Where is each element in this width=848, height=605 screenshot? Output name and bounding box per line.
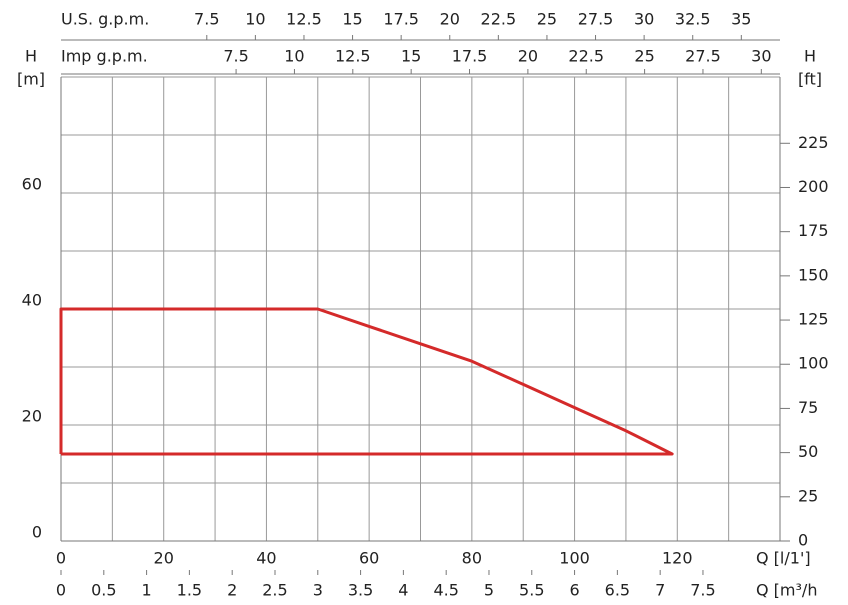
x-tick-label: 30 [634,10,654,29]
x-tick-label: 7.5 [194,10,219,29]
x-tick-label: 7 [655,581,665,600]
x-tick-label: 60 [359,549,379,568]
x-tick-label: 4.5 [433,581,458,600]
x-tick-label: 27.5 [578,10,614,29]
y2-axis-unit: [ft] [798,70,822,89]
y2-tick-label: 150 [798,265,829,284]
x-axis-label: Q [m³/h [756,581,817,600]
y-axis-unit: [m] [17,70,45,89]
x-axis-label: Imp g.p.m. [61,47,148,66]
x-tick-label: 10 [245,10,265,29]
x-tick-label: 5.5 [519,581,544,600]
x-axis-label: Q [l/1'] [756,549,811,568]
x-tick-label: 32.5 [675,10,711,29]
x-tick-label: 7.5 [223,47,248,66]
y2-tick-label: 50 [798,442,818,461]
y2-tick-label: 175 [798,221,829,240]
x-tick-label: 20 [154,549,174,568]
x-tick-label: 12.5 [286,10,322,29]
performance-curve [59,307,674,456]
y2-tick-label: 25 [798,486,818,505]
y2-tick-label: 200 [798,177,829,196]
y-tick-label: 20 [22,407,42,426]
y-tick-label: 0 [32,523,42,542]
y2-axis-label: H [804,47,816,66]
x-tick-label: 6 [569,581,579,600]
x-tick-label: 30 [751,47,771,66]
x-tick-label: 0 [56,549,66,568]
x-tick-label: 22.5 [568,47,604,66]
x-axis-label: U.S. g.p.m. [61,10,149,29]
x-tick-label: 1 [142,581,152,600]
x-tick-label: 2 [227,581,237,600]
y-tick-label: 60 [22,175,42,194]
x-tick-label: 3 [313,581,323,600]
x-tick-label: 3.5 [348,581,373,600]
x-tick-label: 1.5 [177,581,202,600]
x-tick-label: 20 [518,47,538,66]
x-tick-label: 6.5 [605,581,630,600]
x-tick-label: 17.5 [383,10,419,29]
x-tick-label: 40 [256,549,276,568]
x-tick-label: 2.5 [262,581,287,600]
y-tick-label: 40 [22,291,42,310]
y2-tick-label: 100 [798,354,829,373]
x-tick-label: 4 [398,581,408,600]
x-tick-label: 7.5 [690,581,715,600]
y2-tick-label: 125 [798,310,829,329]
x-tick-label: 5 [484,581,494,600]
x-tick-label: 12.5 [335,47,371,66]
x-tick-label: 27.5 [685,47,721,66]
x-tick-label: 25 [634,47,654,66]
x-tick-label: 100 [559,549,590,568]
x-tick-label: 15 [342,10,362,29]
x-tick-label: 0 [56,581,66,600]
x-tick-label: 17.5 [452,47,488,66]
x-tick-label: 120 [662,549,693,568]
x-tick-label: 80 [462,549,482,568]
y2-tick-label: 225 [798,133,829,152]
x-tick-label: 15 [401,47,421,66]
x-tick-label: 0.5 [91,581,116,600]
x-tick-label: 35 [731,10,751,29]
y-axis-label: H [25,47,37,66]
x-tick-label: 25 [537,10,557,29]
x-tick-label: 22.5 [481,10,517,29]
x-tick-label: 20 [440,10,460,29]
x-tick-label: 10 [284,47,304,66]
y2-tick-label: 0 [798,531,808,550]
y2-tick-label: 75 [798,398,818,417]
